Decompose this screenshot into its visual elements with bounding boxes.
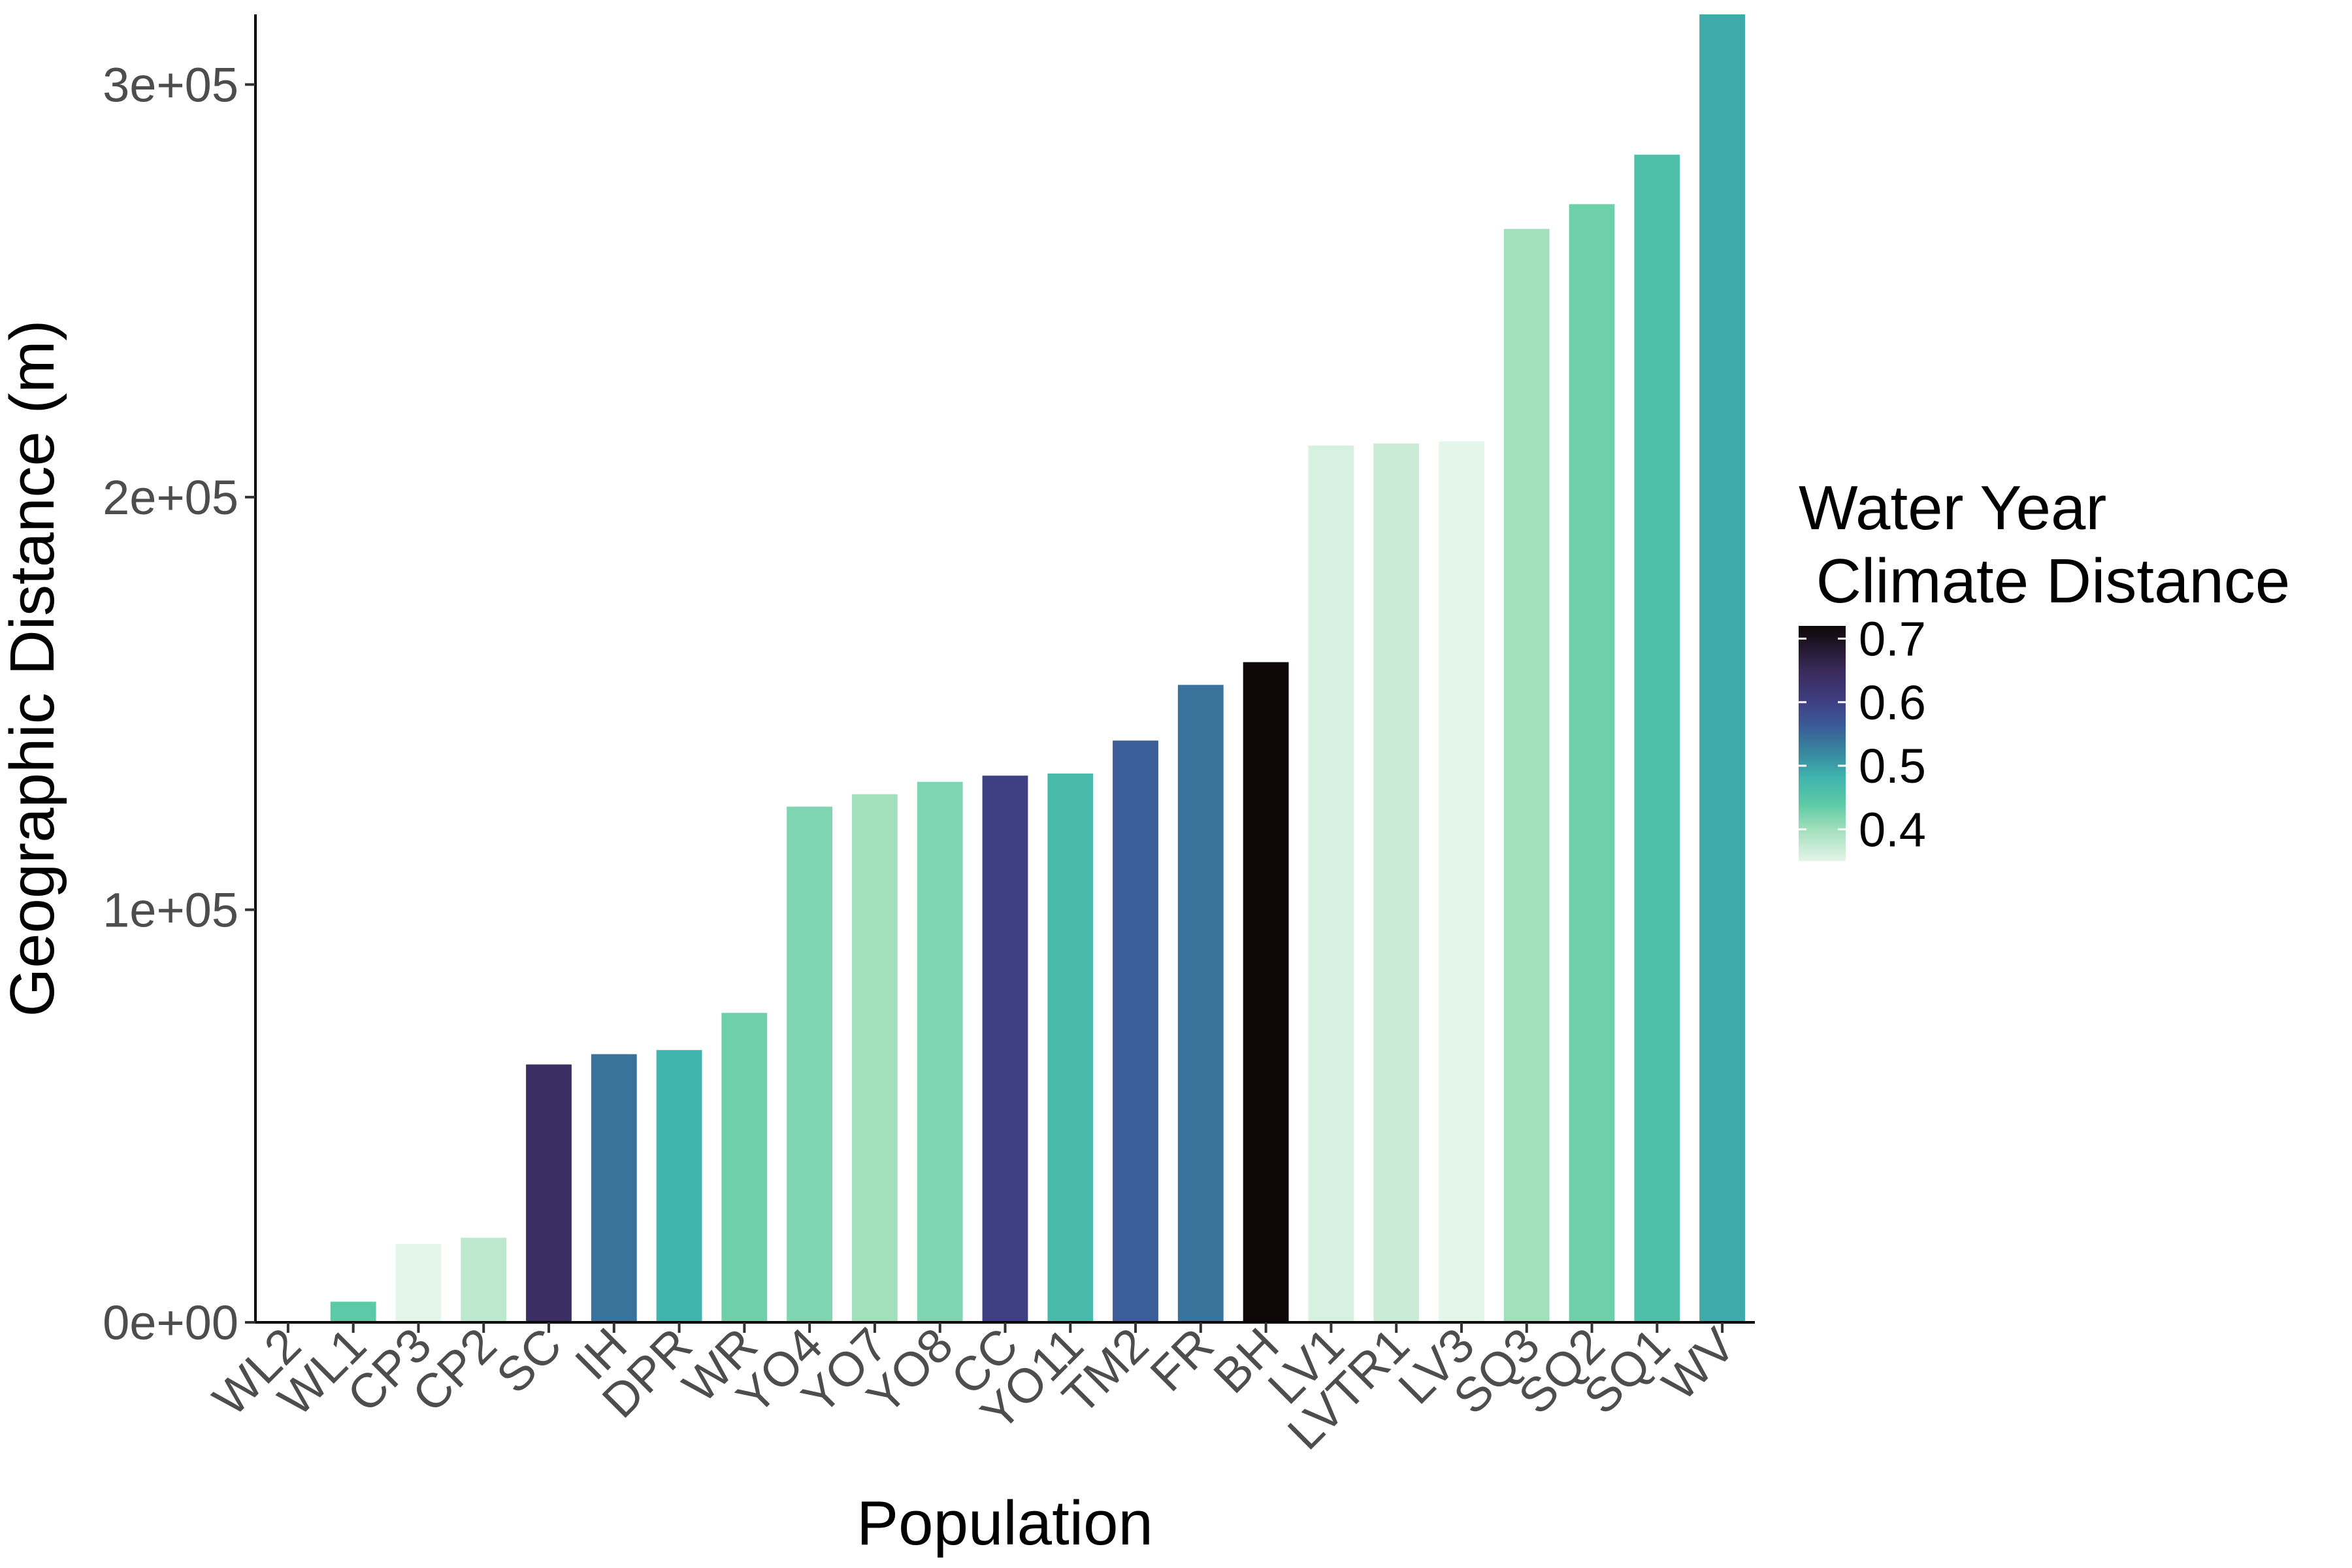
bar-cc — [982, 776, 1028, 1322]
x-axis-title: Population — [857, 1488, 1153, 1558]
legend-ticks: 0.7 0.6 0.5 0.4 — [1799, 612, 1926, 857]
bars-layer — [330, 14, 1745, 1323]
bar-lv1 — [1308, 446, 1354, 1322]
bar-dpr — [656, 1050, 702, 1322]
bar-bh — [1243, 662, 1289, 1322]
x-ticks: WL2WL1CP3CP2SCIHDPRWRYO4YO7YO8CCYO11TM2F… — [203, 1317, 1746, 1460]
bar-sq3 — [1503, 229, 1550, 1322]
legend-tick-label: 0.4 — [1859, 802, 1926, 857]
bar-wv — [1699, 14, 1745, 1322]
bar-sq1 — [1634, 154, 1680, 1323]
bar-lvtr1 — [1373, 443, 1420, 1322]
x-tick-label: SC — [486, 1318, 572, 1403]
legend-title-line2: Climate Distance — [1799, 546, 2290, 616]
bar-yo4 — [787, 806, 832, 1322]
legend-tick-label: 0.6 — [1859, 676, 1926, 730]
legend-title-line1: Water Year — [1799, 473, 2106, 543]
legend-tick-label: 0.5 — [1859, 739, 1926, 793]
x-tick-label: WV — [1652, 1317, 1745, 1411]
bar-sc — [526, 1064, 572, 1322]
y-tick-label: 2e+05 — [103, 470, 238, 525]
legend-color-bar — [1799, 626, 1846, 861]
bar-wl1 — [330, 1301, 376, 1322]
colorbar-legend: Water Year Climate Distance 0.7 0.6 0.5 0.4 — [1799, 473, 2290, 861]
bar-lv3 — [1439, 441, 1484, 1322]
bar-yo7 — [852, 794, 898, 1322]
bar-fr — [1177, 685, 1224, 1322]
y-axis-title: Geographic Distance (m) — [0, 319, 67, 1017]
y-tick-label: 0e+00 — [103, 1296, 238, 1350]
legend-tick-label: 0.7 — [1859, 612, 1926, 666]
bar-yo8 — [917, 781, 963, 1322]
bar-yo11 — [1047, 774, 1094, 1322]
y-tick-label: 1e+05 — [103, 883, 238, 937]
bar-cp3 — [395, 1244, 442, 1322]
bar-ih — [591, 1054, 637, 1322]
y-ticks: 0e+00 1e+05 2e+05 3e+05 — [103, 57, 255, 1350]
bar-tm2 — [1113, 740, 1158, 1322]
bar-cp2 — [461, 1237, 507, 1322]
bar-sq2 — [1569, 204, 1615, 1322]
y-tick-label: 3e+05 — [103, 57, 238, 112]
bar-wr — [721, 1013, 768, 1322]
